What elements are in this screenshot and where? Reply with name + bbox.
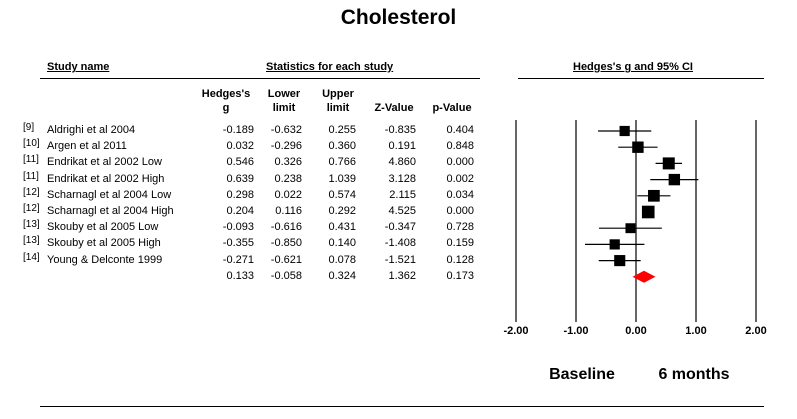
study-name: Aldrighi et al 2004: [47, 124, 136, 136]
hedges-g-value: 0.298: [226, 188, 254, 201]
p-value: 0.000: [446, 156, 474, 169]
summary-p-value: 0.173: [446, 269, 474, 282]
hedges-g-value: -0.093: [222, 221, 254, 234]
upper-limit-value: 0.574: [328, 188, 356, 201]
study-ref: [12]: [23, 203, 40, 214]
study-ref: [11]: [23, 170, 39, 182]
p-value: 0.159: [446, 237, 474, 250]
x-label-right: 6 months: [658, 366, 730, 383]
hedges-g-value: -0.355: [222, 237, 254, 250]
upper-limit-column-header: Upper limit: [322, 88, 354, 114]
upper-limit-value: 0.360: [328, 140, 356, 153]
z-value: -0.835: [384, 124, 416, 136]
study-point: [641, 205, 655, 219]
x-tick-label: -1.00: [563, 325, 588, 337]
upper-limit-value: 0.431: [328, 221, 356, 234]
summary-upper-limit-value: 0.324: [328, 269, 356, 282]
hedges-g-value: 0.032: [226, 140, 254, 153]
bottom-rule: [40, 406, 764, 407]
p-value: 0.404: [446, 124, 474, 136]
study-ref: [10]: [23, 138, 40, 150]
summary-diamond: [632, 270, 656, 283]
upper-limit-value: 0.292: [328, 205, 356, 217]
upper-limit-value: 0.255: [328, 124, 356, 136]
lower-limit-value: -0.616: [270, 221, 302, 234]
hedges-g-value: -0.271: [222, 253, 254, 266]
study-point: [648, 189, 660, 202]
lower-limit-value: 0.116: [275, 205, 302, 217]
study-ref: [12]: [23, 186, 40, 198]
p-value-column-header: p-Value: [432, 102, 472, 114]
hedges-g-value: -0.189: [222, 124, 254, 136]
plot-header: Hedges's g and 95% CI: [573, 61, 693, 73]
lower-limit-value: -0.621: [270, 253, 302, 266]
study-ref: [13]: [23, 219, 40, 231]
x-tick-label: 0.00: [625, 325, 646, 337]
table-top-rule: [40, 78, 480, 79]
study-ref: [9]: [23, 122, 35, 133]
study-ref: [13]: [23, 235, 40, 247]
plot-top-rule: [518, 78, 764, 79]
study-point: [614, 255, 626, 267]
z-value: -0.347: [384, 221, 416, 234]
z-value: 4.860: [388, 156, 416, 169]
lower-limit-value: 0.022: [274, 188, 302, 201]
z-value: 2.115: [389, 188, 416, 201]
p-value: 0.128: [446, 253, 474, 266]
hedges-g-value: 0.546: [226, 156, 254, 169]
study-name: Skouby et al 2005 High: [47, 237, 161, 250]
lower-limit-column-header: Lower limit: [267, 88, 301, 114]
summary-lower-limit-value: -0.058: [270, 269, 302, 282]
x-tick-label: 2.00: [745, 325, 766, 337]
chart-title: Cholesterol: [340, 6, 457, 29]
summary-hedges-g-value: 0.133: [226, 269, 254, 282]
hedges-g-value: 0.204: [226, 205, 254, 217]
lower-limit-value: -0.850: [270, 237, 302, 250]
upper-limit-value: 0.766: [328, 156, 356, 169]
lower-limit-value: 0.326: [274, 156, 302, 169]
upper-limit-value: 0.140: [328, 237, 356, 250]
study-point: [668, 173, 681, 186]
study-name: Endrikat et al 2002 Low: [47, 156, 162, 169]
statistics-header: Statistics for each study: [266, 61, 394, 73]
z-value: 3.128: [388, 172, 416, 185]
study-point: [662, 157, 675, 170]
z-value: 4.525: [388, 205, 416, 217]
study-point: [609, 239, 620, 250]
p-value: 0.000: [446, 205, 474, 217]
study-ref: [11]: [23, 154, 39, 166]
p-value: 0.002: [446, 172, 474, 185]
x-label-left: Baseline: [549, 366, 615, 383]
p-value: 0.728: [446, 221, 474, 234]
study-point: [619, 125, 630, 137]
study-point: [632, 141, 644, 153]
study-name: Skouby et al 2005 Low: [47, 221, 159, 234]
z-value: -1.521: [384, 253, 416, 266]
hedges-g-value: 0.639: [226, 172, 254, 185]
study-name: Scharnagl et al 2004 Low: [47, 188, 172, 201]
lower-limit-value: 0.238: [274, 172, 302, 185]
z-value: -1.408: [384, 237, 416, 250]
study-name: Scharnagl et al 2004 High: [47, 205, 174, 217]
study-name: Young & Delconte 1999: [47, 253, 163, 266]
upper-limit-value: 1.039: [328, 172, 356, 185]
hedges-g-column-header: Hedges's g: [201, 88, 251, 114]
x-tick-label: -2.00: [503, 325, 528, 337]
z-value-column-header: Z-Value: [374, 102, 414, 114]
lower-limit-value: -0.296: [270, 140, 302, 153]
summary-z-value: 1.362: [388, 269, 416, 282]
study-name: Endrikat et al 2002 High: [47, 172, 165, 185]
study-point: [625, 223, 636, 234]
upper-limit-value: 0.078: [328, 253, 356, 266]
lower-limit-value: -0.632: [270, 124, 302, 136]
z-value: 0.191: [388, 140, 416, 153]
p-value: 0.034: [446, 188, 474, 201]
study-ref: [14]: [23, 251, 40, 263]
study-name: Argen et al 2011: [47, 140, 127, 153]
study-name-header: Study name: [47, 61, 110, 73]
p-value: 0.848: [446, 140, 474, 153]
x-tick-label: 1.00: [685, 325, 706, 337]
